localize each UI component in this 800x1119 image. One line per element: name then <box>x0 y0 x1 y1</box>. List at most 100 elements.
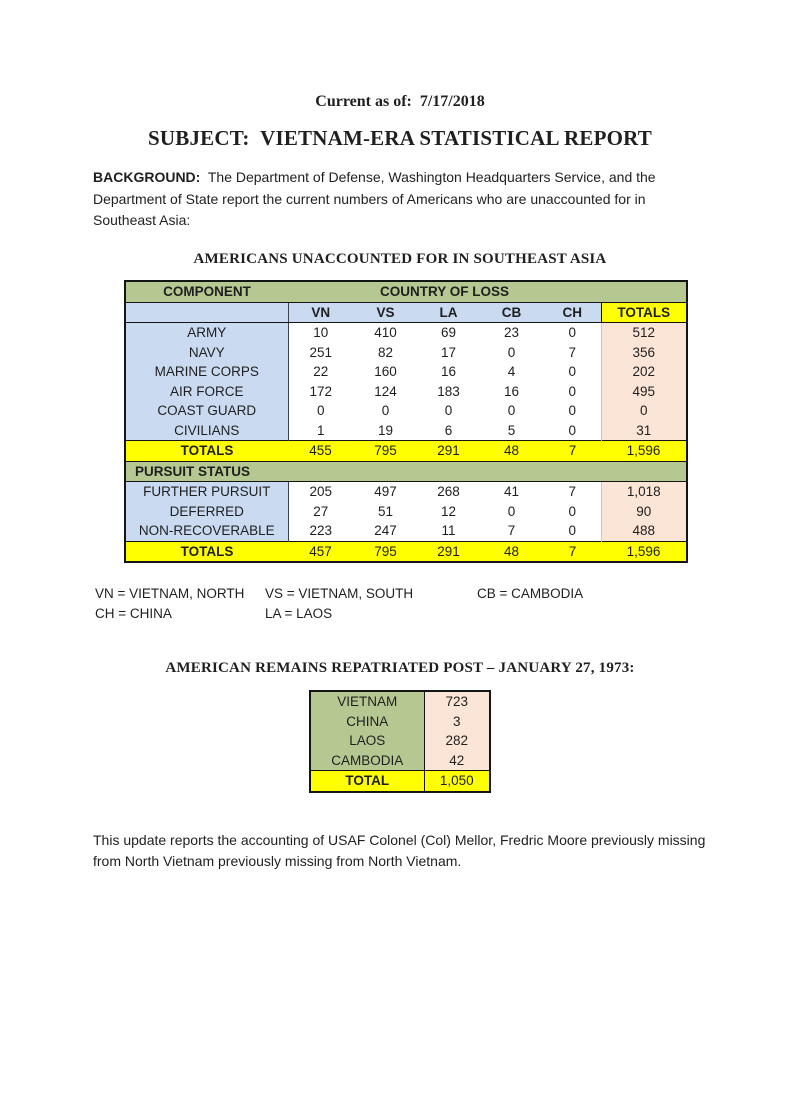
cell: 251 <box>309 344 333 360</box>
country-value: 723 <box>423 691 490 712</box>
legend-item: LA = LAOS <box>265 606 333 621</box>
pursuit-row: NON-RECOVERABLE 223 247 11 7 0 488 <box>125 521 688 541</box>
cell: 291 <box>418 440 479 462</box>
abbreviation-legend: VN = VIETNAM, NORTH VS = VIETNAM, SOUTH … <box>95 584 695 624</box>
col-header-vs: VS <box>353 302 418 323</box>
component-label: MARINE CORPS <box>125 362 289 382</box>
cell: 223 <box>309 523 333 538</box>
component-label: COAST GUARD <box>125 401 289 421</box>
component-header: COMPONENT <box>125 280 288 303</box>
cell: 16 <box>503 383 520 399</box>
country-label: CHINA <box>310 711 424 731</box>
legend-item: CB = CAMBODIA <box>477 586 584 601</box>
cell: 17 <box>440 344 457 360</box>
cell: 0 <box>568 523 577 538</box>
totals-header: TOTALS <box>600 302 688 323</box>
current-as-of-line: Current as of: 7/17/2018 <box>315 93 485 110</box>
table-row: CIVILIANS 1 19 6 5 0 31 <box>125 420 688 441</box>
component-label: ARMY <box>125 322 289 343</box>
country-of-loss-header: COUNTRY OF LOSS <box>288 280 602 303</box>
background-paragraph: BACKGROUND: The Department of Defense, W… <box>93 167 693 232</box>
legend-item: VN = VIETNAM, NORTH <box>95 586 245 601</box>
pursuit-status-header-row: PURSUIT STATUS <box>125 461 688 482</box>
pursuit-label: FURTHER PURSUIT <box>125 481 289 502</box>
subject-title: SUBJECT: VIETNAM-ERA STATISTICAL REPORT <box>148 126 652 150</box>
cell: 410 <box>374 325 397 340</box>
cell: 27 <box>313 503 329 519</box>
row-total: 356 <box>600 342 688 362</box>
cell: 7 <box>568 344 577 360</box>
cell: 455 <box>288 440 353 462</box>
cell: 0 <box>568 364 577 379</box>
col-header-vn: VN <box>288 302 353 323</box>
pursuit-totals-row: TOTALS 457 795 291 48 7 1,596 <box>125 540 688 563</box>
cell: 16 <box>440 364 457 379</box>
grand-total: 1,596 <box>601 540 688 563</box>
cell: 0 <box>568 325 577 340</box>
table-row: MARINE CORPS 22 160 16 4 0 202 <box>125 362 688 382</box>
cell: 172 <box>309 383 333 399</box>
unaccounted-table-title: AMERICANS UNACCOUNTED FOR IN SOUTHEAST A… <box>193 250 607 267</box>
row-total: 31 <box>600 420 688 441</box>
cell: 48 <box>479 440 544 462</box>
cell: 12 <box>440 503 457 519</box>
cell: 22 <box>313 364 329 379</box>
cell: 247 <box>374 523 397 538</box>
cell: 0 <box>316 403 325 418</box>
table-row: CHINA 3 <box>310 711 490 731</box>
cell: 7 <box>544 540 602 563</box>
table-row: AIR FORCE 172 124 183 16 0 495 <box>125 381 688 401</box>
totals-row: TOTALS 455 795 291 48 7 1,596 <box>125 440 688 462</box>
cell: 10 <box>313 325 329 340</box>
table-row: VIETNAM 723 <box>310 691 490 712</box>
component-label: NAVY <box>125 342 289 362</box>
cell: 183 <box>437 383 460 399</box>
cell: 205 <box>309 484 333 499</box>
cell: 51 <box>377 503 394 519</box>
cell: 160 <box>374 364 397 379</box>
cell: 291 <box>418 540 479 563</box>
legend-item: VS = VIETNAM, SOUTH <box>265 586 414 601</box>
cell: 0 <box>507 344 516 360</box>
cell: 19 <box>377 422 394 438</box>
cell: 7 <box>507 523 516 538</box>
cell: 0 <box>507 503 516 519</box>
row-total: 488 <box>600 521 688 541</box>
total-label: TOTAL <box>310 770 424 792</box>
unaccounted-table: COMPONENT COUNTRY OF LOSS VN VS LA CB CH… <box>124 279 689 563</box>
cell: 48 <box>479 540 544 563</box>
pursuit-label: DEFERRED <box>125 501 289 521</box>
row-total: 495 <box>600 381 688 401</box>
total-row: TOTAL 1,050 <box>310 770 490 792</box>
cell: 11 <box>441 523 456 538</box>
country-value: 42 <box>423 750 490 771</box>
pursuit-row: FURTHER PURSUIT 205 497 268 41 7 1,018 <box>125 481 688 502</box>
row-total: 90 <box>600 501 688 521</box>
country-label: CAMBODIA <box>310 750 424 771</box>
row-total: 0 <box>600 401 688 421</box>
background-label: BACKGROUND: <box>93 169 201 185</box>
table-header-row: COMPONENT COUNTRY OF LOSS <box>125 280 688 303</box>
cell: 0 <box>568 403 577 418</box>
table-row: LAOS 282 <box>310 731 490 751</box>
cell: 497 <box>374 484 397 499</box>
cell: 6 <box>444 422 453 438</box>
pursuit-status-label: PURSUIT STATUS <box>125 461 688 482</box>
cell: 795 <box>353 440 418 462</box>
country-label: VIETNAM <box>310 691 424 712</box>
repatriated-table-title: AMERICAN REMAINS REPATRIATED POST – JANU… <box>165 660 635 676</box>
country-value: 282 <box>423 731 490 751</box>
pursuit-label: NON-RECOVERABLE <box>125 521 289 541</box>
row-total: 202 <box>600 362 688 382</box>
country-label: LAOS <box>310 731 424 751</box>
cell: 0 <box>507 403 516 418</box>
cell: 41 <box>503 484 520 499</box>
cell: 69 <box>440 325 457 340</box>
col-header-la: LA <box>418 302 479 323</box>
cell: 0 <box>444 403 453 418</box>
column-header-row: VN VS LA CB CH TOTALS <box>125 302 688 323</box>
col-header-cb: CB <box>479 302 544 323</box>
legend-item: CH = CHINA <box>95 606 172 621</box>
cell: 4 <box>507 364 516 379</box>
grand-total: 1,596 <box>601 440 688 462</box>
